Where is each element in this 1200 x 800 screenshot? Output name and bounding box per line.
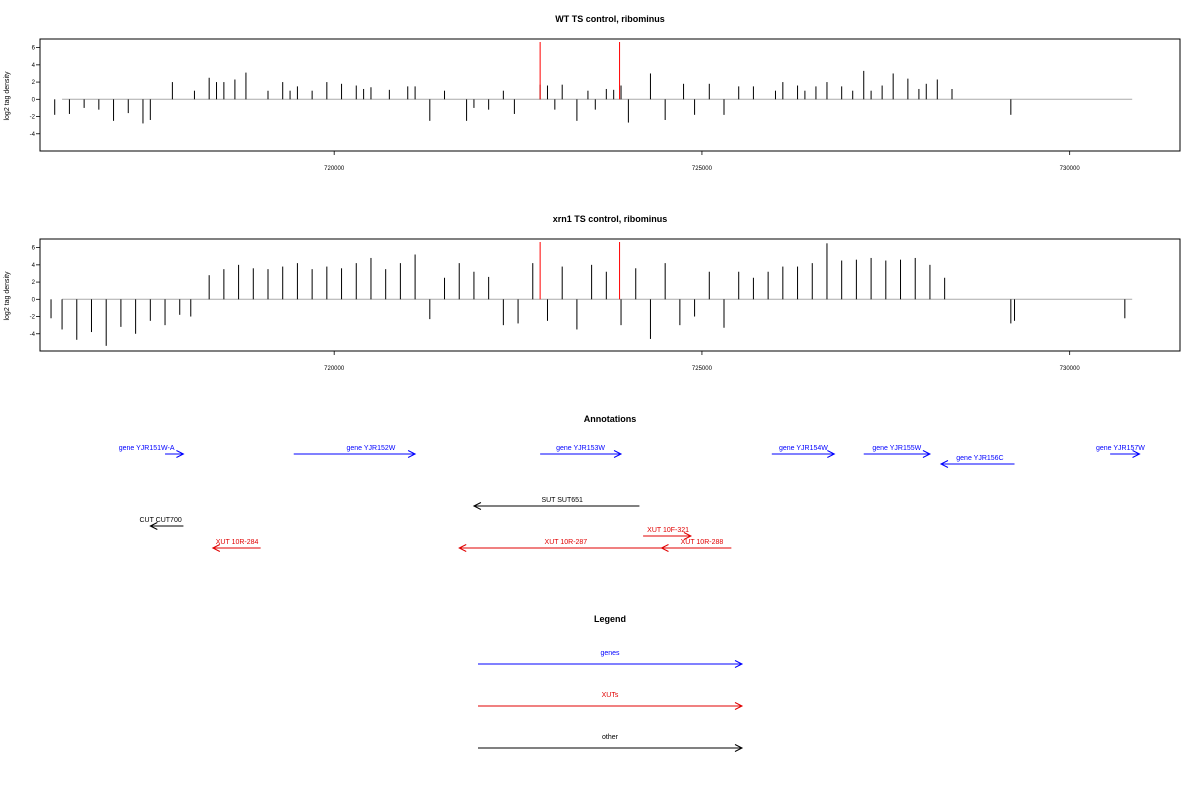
feature-label: gene YJR155W [872,445,921,452]
feature-label: CUT CUT700 [139,517,181,524]
y-tick-label: 0 [32,97,36,103]
annotations-track: Annotations gene YJR151W-A gene YJR152W ge… [119,414,1145,552]
y-tick-label: 4 [32,63,36,69]
feature-arrow [165,450,185,458]
y-tick-label: -2 [30,315,36,321]
xrn1-density-panel: xrn1 TS control, ribominus log2 tag dens… [4,214,1181,372]
feature-label: gene YJR156C [956,455,1003,462]
x-tick-label: 730000 [1060,166,1081,172]
y-tick-label: 6 [32,46,36,52]
x-tick-label: 720000 [324,166,345,172]
feature-arrow [643,532,693,540]
feature-label: gene YJR152W [347,445,396,452]
y-tick-label: -4 [30,132,36,138]
legend-arrow [478,660,744,668]
density-bars [50,243,1126,346]
y-axis-label: log2 tag density [4,71,11,121]
feature-arrow [472,502,640,510]
legend: Legend genes XUTs other [478,614,744,752]
y-tick-label: 6 [32,246,36,252]
panel-title: xrn1 TS control, ribominus [553,214,668,224]
feature-arrow [293,450,417,458]
panel-title: WT TS control, ribominus [555,14,665,24]
feature-arrow [939,460,1015,468]
x-tick-label: 725000 [692,166,713,172]
legend-arrow [478,702,744,710]
position-markers [539,242,621,300]
y-tick-label: -4 [30,332,36,338]
feature-label: gene YJR157W [1096,445,1145,452]
y-axis: 6 4 2 0 -2 -4 [30,46,40,138]
x-axis: 720000 725000 730000 [324,351,1081,372]
annotations-title: Annotations [584,414,637,424]
legend-items: genes XUTs other [478,650,744,752]
x-tick-label: 720000 [324,366,345,372]
feature-arrow [771,450,836,458]
feature-label: gene YJR151W-A [119,445,175,452]
feature-label: XUT 10F-321 [647,527,689,534]
legend-title: Legend [594,614,626,624]
plot-frame [39,238,1181,352]
y-tick-label: 0 [32,297,36,303]
feature-arrow [1110,450,1141,458]
legend-label: genes [600,650,620,657]
feature-arrow [458,544,666,552]
feature-label: SUT SUT651 [541,497,583,504]
x-tick-label: 725000 [692,366,713,372]
legend-arrow [478,744,744,752]
wt-density-panel: WT TS control, ribominus log2 tag densit… [4,14,1181,172]
legend-label: XUTs [602,692,619,699]
y-tick-label: -2 [30,115,36,121]
feature-arrow [863,450,932,458]
plot-frame [39,38,1181,152]
feature-label: XUT 10R-284 [216,539,259,546]
legend-label: other [602,734,619,741]
y-tick-label: 4 [32,263,36,269]
x-axis: 720000 725000 730000 [324,151,1081,172]
y-axis: 6 4 2 0 -2 -4 [30,246,40,338]
feature-arrows: gene YJR151W-A gene YJR152W gene YJR153W ge… [119,445,1145,552]
feature-arrow [149,522,184,530]
feature-label: XUT 10R-288 [681,539,724,546]
feature-arrow [540,450,623,458]
feature-label: gene YJR154W [779,445,828,452]
y-tick-label: 2 [32,280,36,286]
position-markers [539,42,621,100]
x-tick-label: 730000 [1060,366,1081,372]
feature-label: gene YJR153W [556,445,605,452]
density-bars [54,70,1012,124]
y-axis-label: log2 tag density [4,271,11,321]
feature-arrow [660,544,732,552]
feature-arrow [211,544,261,552]
y-tick-label: 2 [32,80,36,86]
feature-label: XUT 10R-287 [545,539,588,546]
